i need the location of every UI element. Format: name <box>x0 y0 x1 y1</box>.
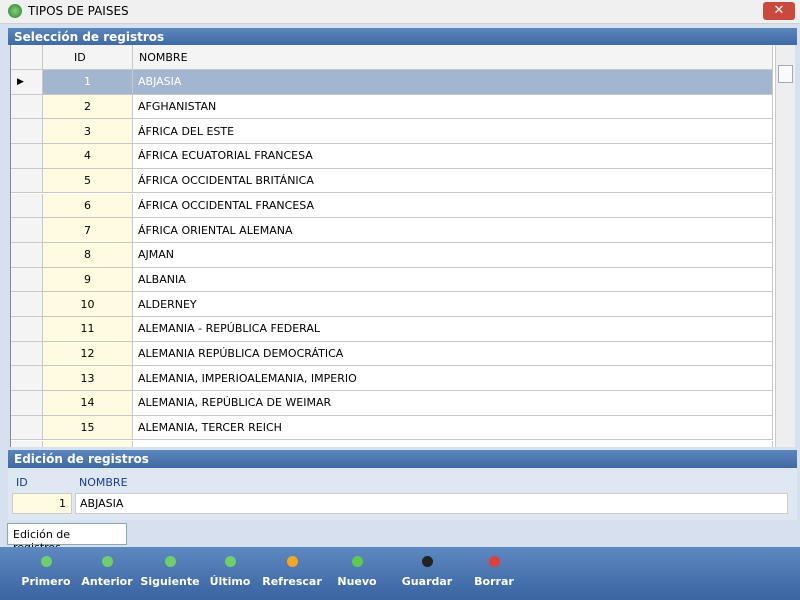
toolbar-button[interactable]: Nuevo <box>325 556 389 588</box>
id-cell[interactable]: 11 <box>43 317 133 342</box>
empty-cell <box>11 440 43 447</box>
id-cell[interactable]: 14 <box>43 391 133 416</box>
button-icon <box>488 556 500 567</box>
close-button[interactable]: ✕ <box>763 2 795 20</box>
row-selector[interactable] <box>11 292 43 317</box>
name-input[interactable]: ABJASIA <box>75 493 788 514</box>
button-icon <box>40 556 52 567</box>
name-cell[interactable]: ALBANIA <box>133 267 773 293</box>
window-title: TIPOS DE PAISES <box>28 4 129 18</box>
row-selector[interactable] <box>11 94 43 120</box>
button-icon <box>421 556 433 567</box>
panel-header: Selección de registros <box>8 28 797 45</box>
button-icon <box>224 556 236 567</box>
toolbar-button[interactable]: Refrescar <box>260 556 324 588</box>
row-selector[interactable] <box>11 391 43 416</box>
row-selector[interactable] <box>11 168 43 194</box>
empty-cell <box>43 440 133 447</box>
id-cell[interactable]: 10 <box>43 292 133 317</box>
row-selector[interactable] <box>11 366 43 392</box>
row-selector[interactable] <box>11 317 43 342</box>
row-selector[interactable] <box>11 119 43 145</box>
id-cell[interactable]: 8 <box>43 242 133 268</box>
toolbar-button[interactable]: Guardar <box>395 556 459 588</box>
empty-cell <box>133 440 773 447</box>
row-selector[interactable] <box>11 341 43 367</box>
tab[interactable]: Edición de registros <box>7 523 127 554</box>
field-label: NOMBRE <box>79 476 128 489</box>
column-header: NOMBRE <box>133 45 773 70</box>
row-selector[interactable]: ▶ <box>11 70 43 95</box>
id-cell[interactable]: 9 <box>43 267 133 293</box>
name-cell[interactable]: ÁFRICA OCCIDENTAL BRITÁNICA <box>133 168 773 194</box>
toolbar-button[interactable]: Último <box>198 556 262 588</box>
row-selector[interactable] <box>11 193 43 219</box>
name-cell[interactable]: ÁFRICA ORIENTAL ALEMANA <box>133 218 773 243</box>
name-cell[interactable]: AFGHANISTAN <box>133 94 773 120</box>
toolbar-button[interactable]: Siguiente <box>138 556 202 588</box>
row-selector[interactable] <box>11 415 43 441</box>
scroll-thumb[interactable] <box>778 65 793 83</box>
button-label: Último <box>209 575 251 588</box>
id-cell[interactable]: 7 <box>43 218 133 243</box>
button-icon <box>286 556 298 567</box>
toolbar-button[interactable]: Primero <box>14 556 78 588</box>
id-input[interactable]: 1 <box>12 493 72 514</box>
scrollbar[interactable] <box>775 45 795 447</box>
id-cell[interactable]: 3 <box>43 119 133 145</box>
name-cell[interactable]: ALEMANIA, IMPERIOALEMANIA, IMPERIO <box>133 366 773 392</box>
button-label: Guardar <box>401 575 453 588</box>
id-cell[interactable]: 15 <box>43 415 133 441</box>
button-label: Primero <box>21 575 71 588</box>
button-icon <box>101 556 113 567</box>
id-cell[interactable]: 2 <box>43 94 133 120</box>
id-cell[interactable]: 12 <box>43 341 133 367</box>
id-cell[interactable]: 6 <box>43 193 133 219</box>
toolbar-button[interactable]: Borrar <box>462 556 526 588</box>
title-bar: TIPOS DE PAISES ✕ <box>0 0 800 24</box>
name-cell[interactable]: ALEMANIA, REPÚBLICA DE WEIMAR <box>133 391 773 416</box>
row-selector[interactable] <box>11 267 43 293</box>
id-cell[interactable]: 13 <box>43 366 133 392</box>
app-icon <box>8 4 22 18</box>
column-header: ID <box>43 45 133 70</box>
button-icon <box>164 556 176 567</box>
data-grid: ID NOMBRE ▶ 1 ABJASIA 2 AFGHANISTAN 3 ÁFRICA DEL… <box>10 45 775 447</box>
button-label: Anterior <box>81 575 133 588</box>
row-selector[interactable] <box>11 144 43 169</box>
button-label: Nuevo <box>337 575 377 588</box>
name-cell[interactable]: ÁFRICA ECUATORIAL FRANCESA <box>133 144 773 169</box>
field-label: ID <box>16 476 28 489</box>
panel-header: Edición de registros <box>8 450 797 468</box>
id-cell[interactable]: 4 <box>43 144 133 169</box>
button-label: Borrar <box>474 575 514 588</box>
row-selector[interactable] <box>11 218 43 243</box>
row-selector[interactable] <box>11 242 43 268</box>
name-cell[interactable]: ABJASIA <box>133 70 773 95</box>
name-cell[interactable]: ALEMANIA REPÚBLICA DEMOCRÁTICA <box>133 341 773 367</box>
id-cell[interactable]: 1 <box>43 70 133 95</box>
toolbar: Primero Anterior Siguiente Último Refrescar N… <box>0 547 800 600</box>
row-header-cell <box>11 45 43 70</box>
name-cell[interactable]: ÁFRICA OCCIDENTAL FRANCESA <box>133 193 773 219</box>
name-cell[interactable]: AJMAN <box>133 242 773 268</box>
button-label: Refrescar <box>262 575 322 588</box>
button-icon <box>351 556 363 567</box>
name-cell[interactable]: ÁFRICA DEL ESTE <box>133 119 773 145</box>
name-cell[interactable]: ALEMANIA - REPÚBLICA FEDERAL <box>133 317 773 342</box>
toolbar-button[interactable]: Anterior <box>75 556 139 588</box>
id-cell[interactable]: 5 <box>43 168 133 194</box>
name-cell[interactable]: ALDERNEY <box>133 292 773 317</box>
button-label: Siguiente <box>140 575 200 588</box>
name-cell[interactable]: ALEMANIA, TERCER REICH <box>133 415 773 441</box>
